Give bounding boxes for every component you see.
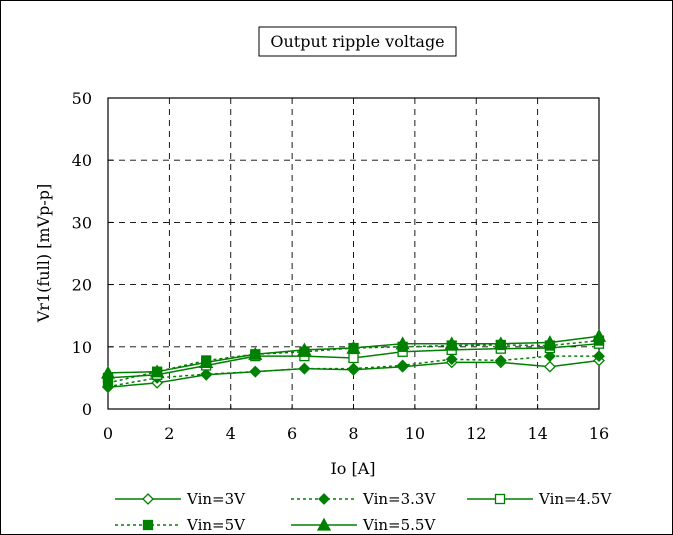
data-point-vin5v [102, 377, 114, 389]
legend-label-vin5-5v: Vin=5.5V [362, 516, 436, 534]
data-point-vin4-5v [348, 352, 359, 364]
legend-item-vin3v: Vin=3V [115, 490, 246, 508]
legend-label-vin3-3v: Vin=3.3V [362, 490, 436, 508]
legend-label-vin3v: Vin=3V [186, 490, 246, 508]
y-tick-label: 30 [72, 213, 92, 232]
series-vin3-3v [102, 350, 605, 393]
data-point-vin3-3v [593, 350, 605, 363]
legend: Vin=3V Vin=3.3V Vin=4.5V Vin=5V Vin=5.5V [115, 490, 612, 534]
axis-layer [107, 97, 600, 410]
y-axis-label: Vr1(full) [mVp-p] [34, 184, 53, 324]
data-point-vin3-3v [396, 359, 409, 372]
x-tick-label: 14 [527, 424, 547, 443]
legend-item-vin5-5v: Vin=5.5V [291, 516, 436, 534]
legend-label-vin4-5v: Vin=4.5V [538, 490, 612, 508]
x-tick-label: 4 [226, 424, 236, 443]
data-point-vin5-5v [542, 335, 557, 349]
legend-marker-vin5v [142, 519, 154, 531]
legend-marker-vin3v [142, 493, 154, 505]
y-tick-label: 20 [72, 276, 92, 295]
data-point-vin5-5v [100, 365, 116, 379]
data-point-vin5-5v [444, 336, 459, 350]
chart-title: Output ripple voltage [270, 32, 444, 51]
x-tick-label: 0 [103, 424, 113, 443]
legend-item-vin5v: Vin=5V [115, 516, 246, 534]
tick-label-layer: 0 2 4 6 8 10 12 14 16 0 10 20 30 40 50 [72, 89, 610, 443]
series-layer [100, 328, 607, 394]
chart-title-frame [258, 26, 457, 57]
data-point-vin3-3v [249, 365, 262, 378]
legend-marker-vin3-3v [318, 493, 330, 505]
x-tick-label: 12 [466, 424, 486, 443]
data-point-vin3-3v [347, 362, 360, 375]
data-point-vin3-3v [298, 362, 311, 375]
data-point-vin3v [543, 360, 556, 373]
data-point-vin5-5v [248, 346, 263, 360]
data-point-vin5-5v [297, 342, 312, 356]
data-point-vin3-3v [494, 354, 507, 367]
data-point-vin3-3v [445, 353, 458, 366]
data-point-vin5-5v [199, 354, 214, 369]
data-point-vin3-3v [543, 350, 556, 363]
data-point-vin5-5v [493, 336, 508, 350]
data-point-vin5-5v [591, 328, 607, 342]
y-tick-label: 10 [72, 338, 92, 357]
x-axis-label: Io [A] [330, 459, 375, 478]
grid-layer [107, 97, 600, 410]
legend-item-vin3-3v: Vin=3.3V [291, 490, 436, 508]
data-point-vin5-5v [346, 340, 361, 354]
x-tick-label: 8 [348, 424, 358, 443]
legend-item-vin4-5v: Vin=4.5V [467, 490, 612, 508]
legend-label-vin5v: Vin=5V [186, 516, 246, 534]
x-tick-label: 2 [164, 424, 174, 443]
legend-marker-vin5-5v [316, 517, 332, 531]
legend-marker-vin4-5v [494, 493, 506, 505]
series-vin5-5v [100, 328, 607, 379]
data-point-vin5-5v [395, 336, 410, 350]
y-tick-label: 40 [72, 151, 92, 170]
data-point-vin3-3v [200, 368, 213, 381]
data-point-vin5-5v [150, 364, 165, 378]
y-tick-label: 0 [82, 400, 92, 419]
y-tick-label: 50 [72, 89, 92, 108]
x-tick-label: 10 [405, 424, 425, 443]
plot-frame [107, 97, 600, 410]
chart-title-box: Output ripple voltage [258, 26, 457, 57]
x-tick-label: 6 [287, 424, 297, 443]
x-tick-label: 16 [589, 424, 609, 443]
